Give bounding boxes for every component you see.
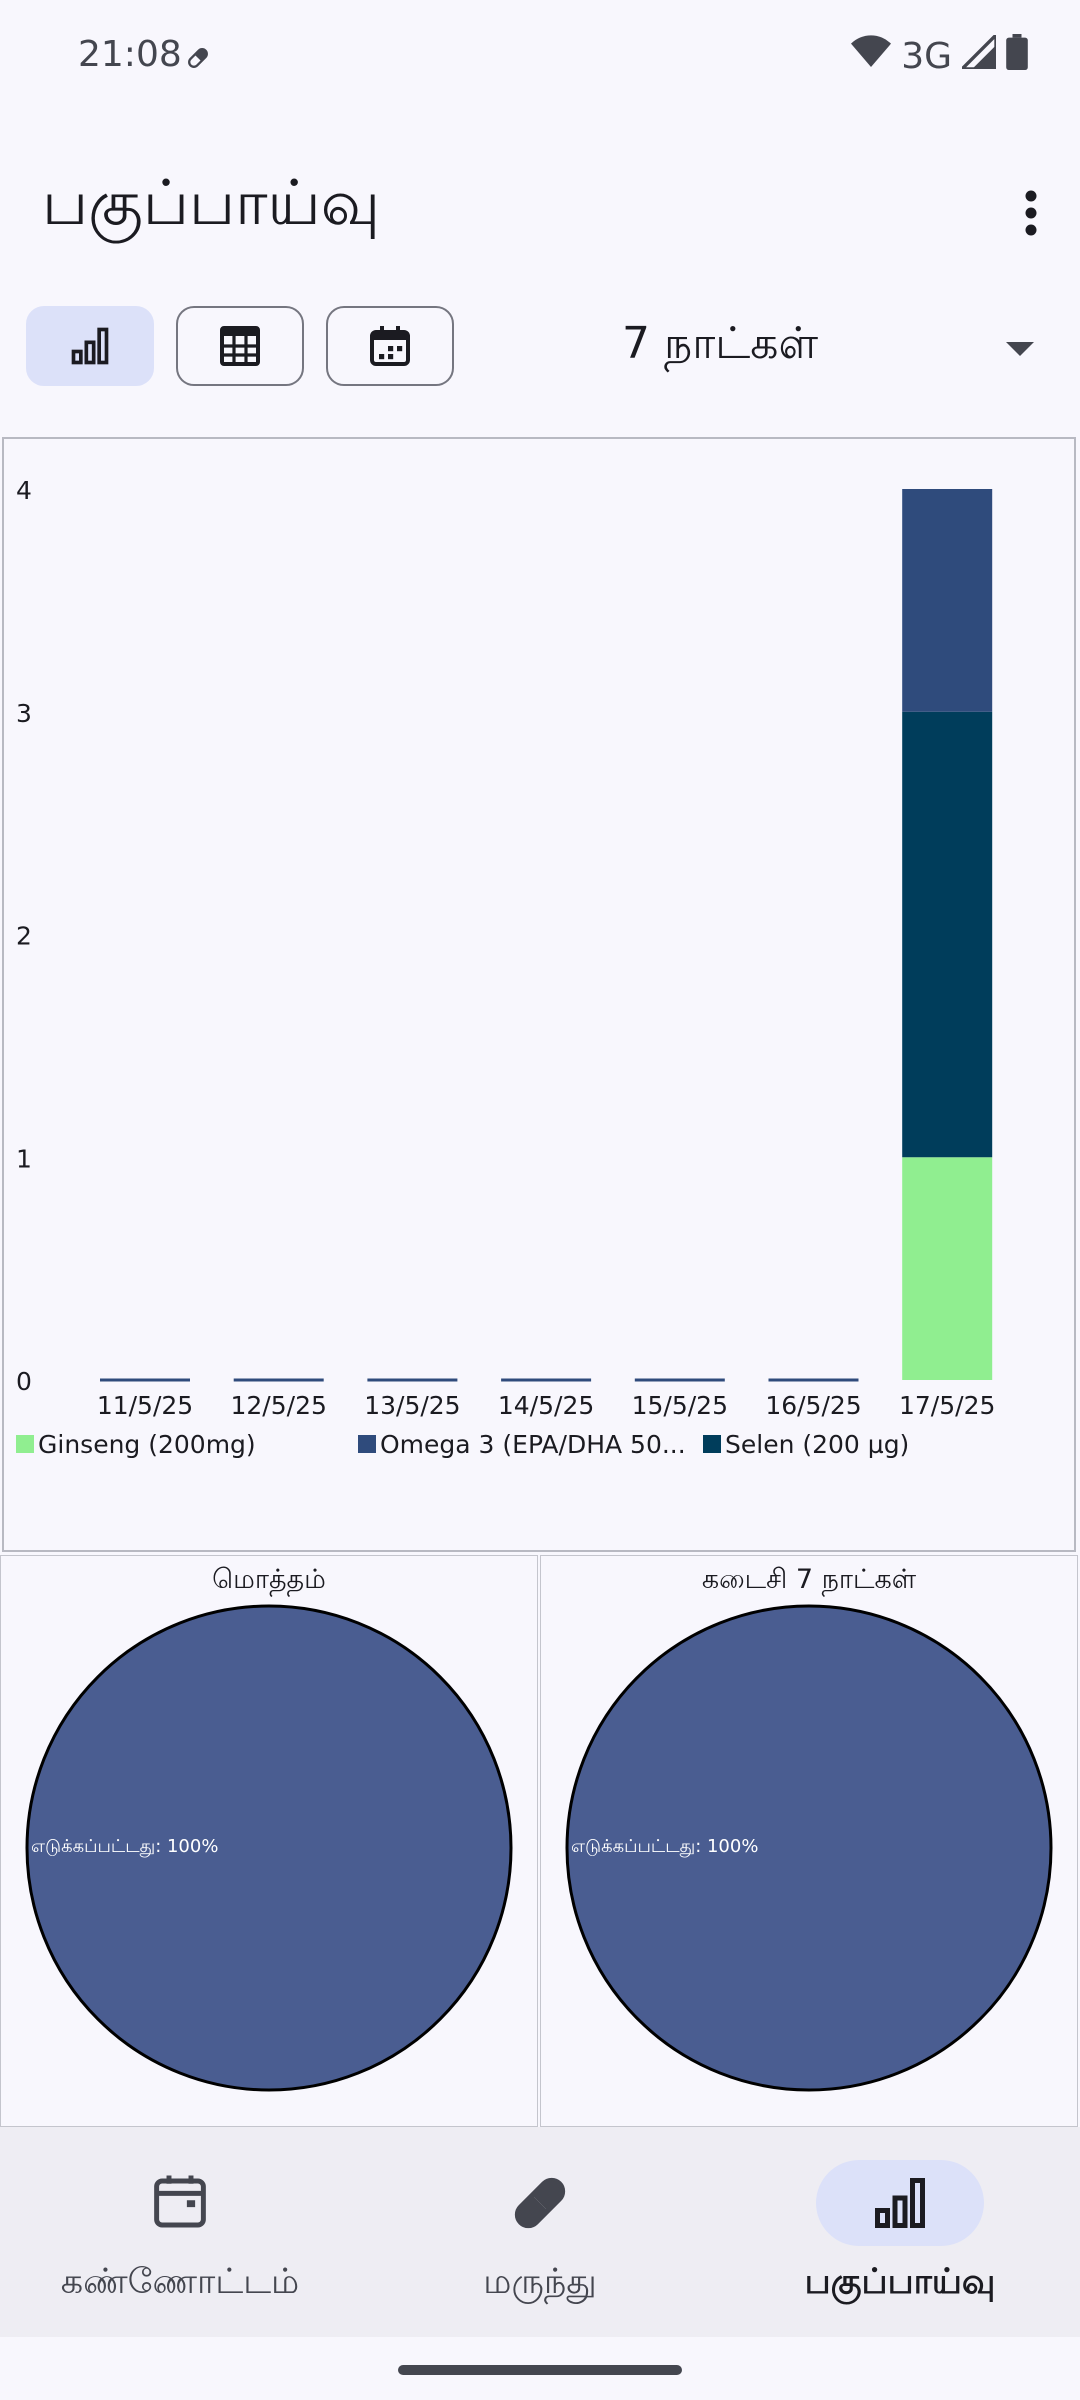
status-time: 21:08	[78, 34, 182, 75]
pie-title-last-7-days: கடைசி 7 நாட்கள்	[701, 1564, 917, 1595]
page-title: பகுப்பாய்வு	[42, 166, 381, 239]
bar-segment	[902, 711, 993, 1158]
dropdown-arrow-icon	[1006, 342, 1034, 356]
toggle-bar-chart[interactable]	[26, 306, 154, 386]
pie-slice-label: எடுக்கப்பட்டது: 100%	[31, 1836, 218, 1857]
x-tick-label: 14/5/25	[498, 1391, 594, 1420]
overflow-menu-button[interactable]	[996, 168, 1066, 258]
bottom-navigation: கண்ணோட்டம் மருந்து பகுப்பாய்வு	[0, 2127, 1080, 2337]
battery-icon	[1006, 34, 1028, 79]
nav-item-analysis[interactable]: பகுப்பாய்வு	[720, 2127, 1080, 2337]
pie-panel-total: மொத்தம் எடுக்கப்பட்டது: 100%	[0, 1555, 538, 2127]
bar-chart-icon	[71, 327, 109, 365]
y-tick-label: 4	[16, 476, 32, 505]
nav-label-analysis: பகுப்பாய்வு	[804, 2262, 996, 2302]
pill-notification-icon	[184, 44, 212, 76]
date-range-value: 7 நாட்கள்	[622, 317, 819, 369]
legend-swatch	[358, 1435, 376, 1453]
calendar-icon	[370, 326, 410, 366]
nav-indicator-active	[816, 2160, 984, 2246]
bar-segment	[902, 1157, 993, 1380]
toggle-table[interactable]	[176, 306, 304, 386]
x-tick-label: 13/5/25	[364, 1391, 460, 1420]
nav-label-overview: கண்ணோட்டம்	[60, 2262, 300, 2302]
bar-segment	[902, 489, 993, 712]
pie-panel-last-7-days: கடைசி 7 நாட்கள் எடுக்கப்பட்டது: 100%	[540, 1555, 1078, 2127]
x-tick-label: 11/5/25	[97, 1391, 193, 1420]
toggle-calendar[interactable]	[326, 306, 454, 386]
pie-slice	[565, 1604, 1053, 2092]
nav-item-medicine[interactable]: மருந்து	[360, 2127, 720, 2337]
pie-chart-total: எடுக்கப்பட்டது: 100%	[25, 1604, 513, 2092]
y-tick-label: 2	[16, 922, 32, 951]
pie-slice	[25, 1604, 513, 2092]
legend-swatch	[16, 1435, 34, 1453]
status-bar: 21:08 3G	[0, 0, 1080, 118]
bar-chart-icon	[875, 2178, 925, 2228]
pie-title-total: மொத்தம்	[212, 1564, 326, 1595]
nav-label-medicine: மருந்து	[483, 2262, 597, 2302]
calendar-card-icon	[154, 2175, 206, 2228]
y-tick-label: 0	[16, 1367, 32, 1396]
wifi-icon	[851, 35, 892, 78]
nav-indicator	[456, 2160, 624, 2246]
legend-label: Ginseng (200mg)	[38, 1430, 256, 1459]
more-vert-icon	[1025, 190, 1037, 236]
gesture-handle	[398, 2365, 682, 2375]
legend-label: Selen (200 µg)	[725, 1430, 909, 1459]
network-type: 3G	[901, 36, 952, 77]
bar-chart-panel: 0 1 2 3 4 11/5/25 12/5/25 13/5/25 14/5/25 15/5/25…	[2, 437, 1076, 1552]
nav-indicator	[96, 2160, 264, 2246]
x-tick-label: 15/5/25	[632, 1391, 728, 1420]
pill-icon	[514, 2177, 566, 2229]
y-tick-label: 3	[16, 699, 32, 728]
date-range-dropdown[interactable]: 7 நாட்கள்	[600, 306, 1050, 386]
legend-label: Omega 3 (EPA/DHA 50...	[380, 1430, 686, 1459]
table-icon	[220, 326, 260, 366]
stacked-bar-chart: 0 1 2 3 4 11/5/25 12/5/25 13/5/25 14/5/25 15/5/25…	[16, 476, 995, 1459]
y-tick-label: 1	[16, 1144, 32, 1173]
pie-slice-label: எடுக்கப்பட்டது: 100%	[571, 1836, 758, 1857]
x-tick-label: 12/5/25	[231, 1391, 327, 1420]
legend-swatch	[703, 1435, 721, 1453]
nav-item-overview[interactable]: கண்ணோட்டம்	[0, 2127, 360, 2337]
top-app-bar: பகுப்பாய்வு	[0, 118, 1080, 288]
cell-signal-icon	[957, 30, 998, 78]
x-tick-label: 17/5/25	[899, 1391, 995, 1420]
x-tick-label: 16/5/25	[765, 1391, 861, 1420]
view-toggle-group	[26, 306, 454, 386]
pie-chart-last-7-days: எடுக்கப்பட்டது: 100%	[565, 1604, 1053, 2092]
